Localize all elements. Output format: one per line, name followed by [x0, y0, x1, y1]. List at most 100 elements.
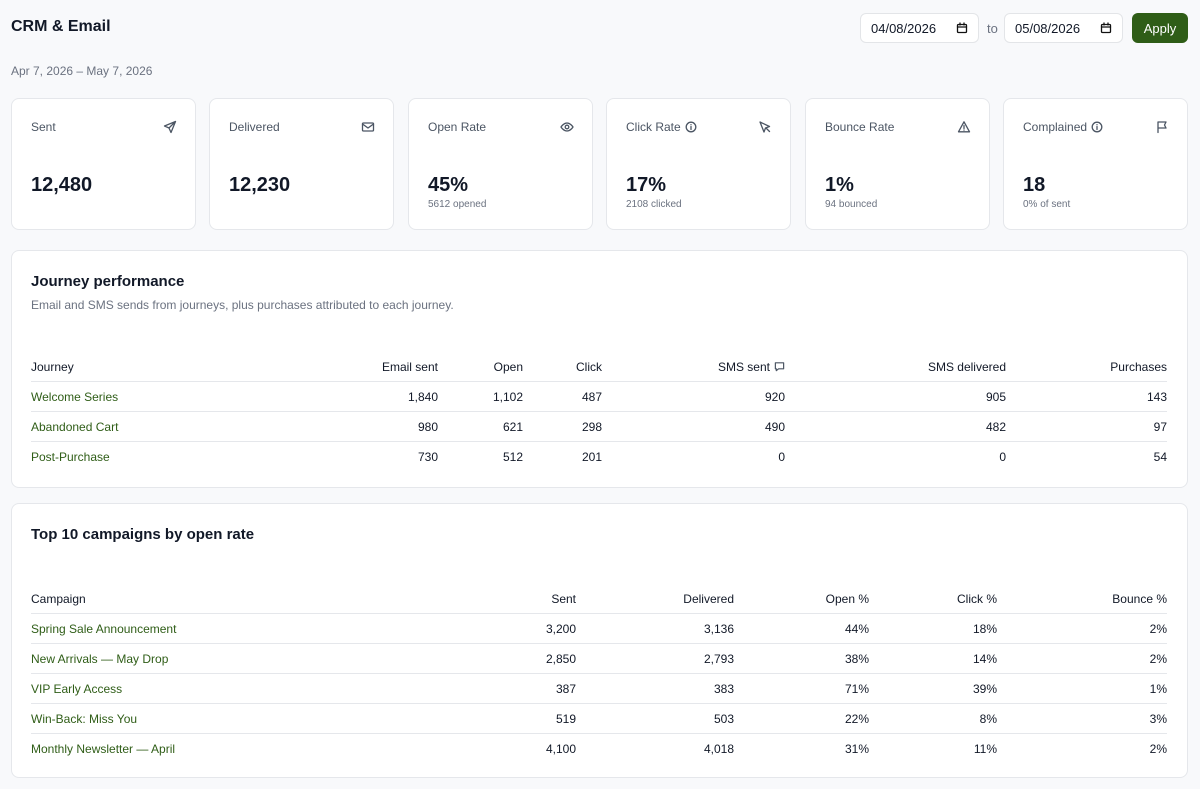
column-header: Sent [400, 584, 576, 614]
column-header-text: Click [576, 359, 602, 374]
column-header-text: Email sent [381, 359, 438, 374]
info-icon[interactable] [1091, 121, 1103, 133]
table-cell: 905 [785, 381, 1006, 412]
row-link[interactable]: Welcome Series [31, 381, 300, 412]
table-cell: 2% [997, 643, 1167, 674]
table-cell: 0 [999, 449, 1006, 464]
mail-icon [361, 122, 375, 132]
table-cell: 2% [997, 613, 1167, 644]
date-range: Apr 7, 2026 – May 7, 2026 [11, 64, 153, 78]
table-cell: 39% [869, 673, 997, 704]
table-cell: 621 [438, 411, 523, 442]
table-cell: 1,102 [438, 381, 523, 412]
column-header-text: Journey [31, 359, 74, 374]
table-cell: 1,840 [300, 381, 438, 412]
row-link[interactable]: Monthly Newsletter — April [31, 741, 176, 756]
table-cell: 3,136 [576, 613, 734, 644]
table-cell: 54 [1153, 449, 1167, 464]
kpi-sub: 0% of sent [1023, 199, 1071, 210]
kpi-label: Bounce Rate [825, 120, 895, 134]
campaign-table: Campaign Sent Delivered Open % Click % Bounce… [31, 584, 1167, 763]
table-cell: 490 [602, 411, 785, 442]
header-row: Campaign Sent Delivered Open % Click % Bounce… [31, 584, 1167, 614]
table-cell: 980 [300, 411, 438, 442]
column-header: Click % [869, 584, 997, 614]
kpi-card: Bounce Rate 1% 94 bounced [805, 98, 990, 230]
kpi-card: Open Rate 45% 5612 opened [408, 98, 593, 230]
table-cell: 44% [734, 613, 869, 644]
eye-icon [560, 122, 574, 132]
column-header: Email sent [300, 352, 438, 382]
table-cell: 2,850 [400, 643, 576, 674]
date-to[interactable]: 05/08/2026 [1004, 13, 1123, 43]
kpi-value: 18 [1023, 174, 1046, 196]
table-row: Welcome Series 1,840 1,102 487 920 905 143 [31, 381, 1167, 412]
row-link[interactable]: Abandoned Cart [31, 411, 300, 442]
cursor-icon [759, 121, 771, 133]
journey-table: Journey Email sent Open Click SMS sent SMS de… [31, 352, 1167, 471]
kpi-card: Complained 18 0% of sent [1003, 98, 1188, 230]
header-row: Journey Email sent Open Click SMS sent SMS de… [31, 352, 1167, 382]
kpi-label: Open Rate [428, 120, 487, 134]
journey-panel: Journey performance Email and SMS sends … [11, 250, 1188, 488]
table-cell: 4,018 [703, 741, 734, 756]
table-cell: 482 [785, 411, 1006, 442]
table-cell: 97 [1006, 411, 1167, 442]
kpi-label: Sent [31, 120, 56, 134]
column-header-text: SMS sent [717, 359, 770, 374]
row-link[interactable]: New Arrivals — May Drop [31, 643, 400, 674]
column-header-text: Sent [551, 591, 576, 606]
table-cell: 0 [778, 449, 785, 464]
table-cell: 519 [400, 703, 576, 734]
date-from-text: 04/08/2026 [871, 20, 937, 36]
table-cell: 201 [581, 449, 602, 464]
table-cell: 503 [576, 703, 734, 734]
table-cell: 14% [869, 643, 997, 674]
campaign-panel: Top 10 campaigns by open rate Campaign Se… [11, 503, 1188, 778]
panel-title: Top 10 campaigns by open rate [31, 526, 255, 543]
column-header: Journey [31, 352, 300, 382]
kpi-label: Click Rate [626, 120, 681, 134]
table-row: Post-Purchase 730 512 201 0 0 54 [31, 442, 1167, 472]
table-cell: 487 [523, 381, 602, 412]
table-cell: 18% [869, 613, 997, 644]
date-from[interactable]: 04/08/2026 [860, 13, 979, 43]
info-icon[interactable] [685, 121, 697, 133]
table-cell: 8% [869, 703, 997, 734]
kpi-value: 12,480 [31, 174, 93, 196]
table-cell: 298 [523, 411, 602, 442]
column-header-text: Click % [956, 591, 997, 606]
date-to-text: 05/08/2026 [1015, 20, 1081, 36]
table-cell: 38% [734, 643, 869, 674]
row-link[interactable]: Spring Sale Announcement [31, 613, 400, 644]
table-cell: 512 [502, 449, 523, 464]
table-cell: 730 [417, 449, 438, 464]
column-header: Purchases [1006, 352, 1167, 382]
table-cell: 3% [997, 703, 1167, 734]
kpi-card: Delivered 12,230 [209, 98, 394, 230]
kpi-sub: 5612 opened [428, 199, 487, 210]
column-header-text: Purchases [1110, 359, 1167, 374]
to-label: to [987, 21, 998, 36]
column-header-text: Bounce % [1112, 591, 1167, 606]
row-link[interactable]: Win-Back: Miss You [31, 703, 400, 734]
table-cell: 71% [734, 673, 869, 704]
table-cell: 3,200 [400, 613, 576, 644]
table-cell: 22% [734, 703, 869, 734]
calendar-icon [956, 22, 968, 34]
column-header-text: Delivered [683, 591, 734, 606]
table-cell: 1% [997, 673, 1167, 704]
column-header: Open [438, 352, 523, 382]
row-link[interactable]: Post-Purchase [31, 449, 110, 464]
row-link[interactable]: VIP Early Access [31, 673, 400, 704]
column-header: Bounce % [997, 584, 1167, 614]
column-header-text: Campaign [31, 591, 86, 606]
kpi-sub: 94 bounced [825, 199, 878, 210]
apply-button[interactable]: Apply [1132, 13, 1188, 43]
table-row: VIP Early Access 387 383 71% 39% 1% [31, 673, 1167, 704]
kpi-value: 12,230 [229, 174, 291, 196]
kpi-label: Delivered [229, 120, 280, 134]
calendar-icon [1100, 22, 1112, 34]
table-row: Win-Back: Miss You 519 503 22% 8% 3% [31, 703, 1167, 734]
